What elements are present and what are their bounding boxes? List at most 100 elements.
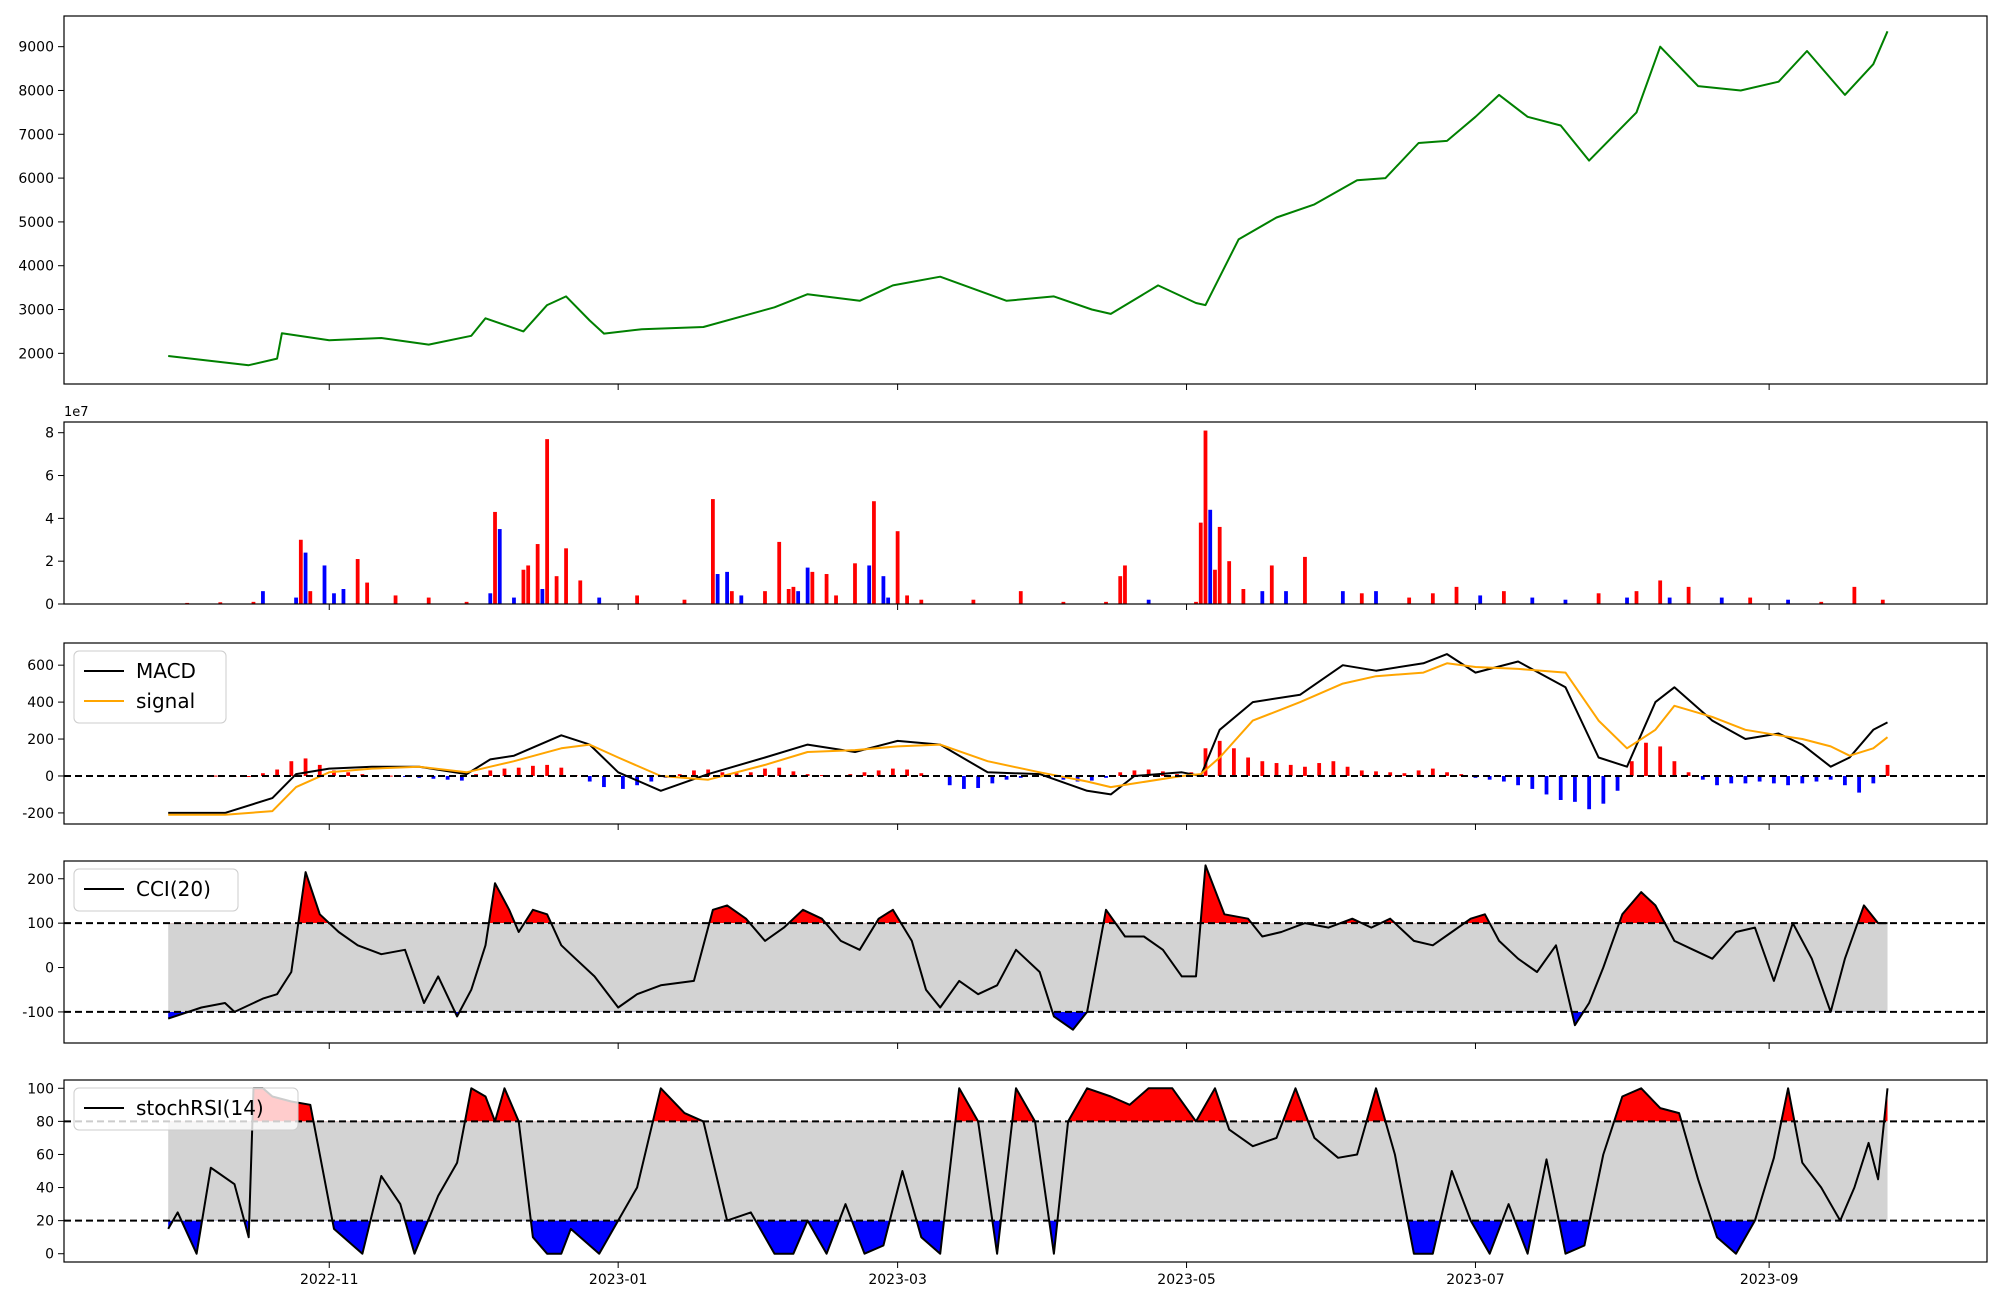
macd-histogram-bar	[791, 771, 796, 776]
legend-label: signal	[136, 689, 195, 713]
macd-histogram-bar	[1686, 772, 1691, 776]
macd-histogram-bar	[1743, 775, 1748, 784]
y-tick-label: 4	[45, 511, 54, 527]
macd-histogram-bar	[1658, 746, 1663, 776]
volume-bar	[526, 565, 531, 604]
volume-bar	[1194, 601, 1198, 604]
macd-histogram-bar	[706, 769, 711, 776]
macd-histogram-bar	[1516, 775, 1520, 786]
y-tick-label: 0	[45, 961, 54, 977]
volume-bar	[867, 565, 872, 604]
legend-label: stochRSI(14)	[136, 1096, 264, 1120]
volume-bar	[1123, 565, 1127, 604]
y-tick-label: -200	[22, 806, 54, 822]
x-tick-label: 2022-11	[300, 1272, 359, 1288]
macd-histogram-bar	[1715, 775, 1719, 786]
volume-bar	[881, 576, 886, 604]
volume-bar	[834, 595, 838, 604]
volume-bar	[796, 591, 801, 604]
volume-bar	[1478, 595, 1483, 604]
volume-bar	[1146, 599, 1151, 604]
panel-content	[168, 653, 1890, 816]
legend-box	[73, 868, 239, 912]
macd-histogram-bar	[1757, 775, 1762, 782]
volume-bar	[725, 571, 729, 604]
volume-bar	[777, 541, 782, 604]
axes-frame	[63, 860, 1988, 1044]
macd-histogram-bar	[890, 768, 895, 776]
y-tick-label: 3000	[18, 303, 54, 319]
volume-bar	[564, 548, 568, 604]
y-tick-label: 200	[27, 872, 54, 888]
macd-histogram-bar	[1303, 766, 1307, 776]
macd-histogram-bar	[876, 770, 881, 776]
volume-bar	[1359, 593, 1364, 604]
volume-bar	[1454, 586, 1459, 604]
volume-bar	[1786, 599, 1790, 604]
volume-bar	[308, 591, 313, 604]
volume-bar	[218, 602, 223, 604]
macd-histogram-bar	[1430, 768, 1435, 776]
volume-bar	[1340, 591, 1345, 604]
volume-bar	[332, 593, 336, 604]
volume-bar	[464, 601, 469, 604]
volume-bar	[493, 511, 497, 604]
macd-histogram-bar	[1359, 770, 1364, 776]
macd-histogram-bar	[1104, 775, 1108, 778]
volume-bar	[715, 574, 720, 604]
macd-histogram-bar	[1317, 763, 1322, 776]
volume-bar	[1530, 597, 1535, 604]
y-tick-label: 5000	[18, 215, 54, 231]
y-tick-label: 40	[36, 1181, 54, 1197]
volume-bar	[1719, 597, 1724, 604]
volume-bar	[971, 599, 976, 604]
panel-content	[168, 30, 1889, 367]
panel-macd: -200 0 200 400 600 MACD signal	[22, 642, 1988, 830]
oversold-fill	[168, 1220, 1888, 1254]
volume-bar	[1241, 589, 1246, 604]
macd-histogram-bar	[1089, 775, 1094, 781]
macd-histogram-bar	[275, 769, 280, 776]
volume-bar	[298, 539, 303, 604]
volume-bar	[261, 591, 265, 604]
volume-bar	[1658, 580, 1663, 604]
volume-bar	[393, 595, 398, 604]
macd-histogram-bar	[962, 775, 966, 789]
macd-histogram-bar	[531, 765, 535, 776]
volume-bar	[1634, 591, 1639, 604]
volume-bar	[635, 595, 640, 604]
macd-histogram-bar	[1416, 770, 1421, 776]
y-tick-label: 0	[45, 1247, 54, 1263]
y-tick-label: 2	[45, 554, 54, 570]
macd-histogram-bar	[332, 770, 336, 776]
macd-histogram-bar	[289, 761, 294, 776]
series-line-macd	[168, 653, 1888, 814]
y-tick-label: 100	[27, 916, 54, 932]
axes-frame	[63, 1079, 1988, 1263]
volume-bar	[1596, 593, 1601, 604]
x-tick-label: 2023-07	[1446, 1272, 1505, 1288]
volume-bar	[1819, 601, 1824, 604]
volume-bar	[294, 597, 298, 604]
macd-histogram-bar	[720, 772, 725, 776]
macd-histogram-bar	[1700, 775, 1705, 780]
macd-histogram-bar	[1501, 775, 1506, 782]
macd-histogram-bar	[559, 767, 564, 776]
volume-bar	[682, 599, 687, 604]
neutral-band	[168, 923, 1888, 1012]
macd-histogram-bar	[246, 775, 251, 777]
volume-bar	[791, 586, 796, 604]
y-tick-label: 6	[45, 469, 54, 485]
y-tick-label: 0	[45, 597, 54, 613]
macd-histogram-bar	[1629, 761, 1634, 776]
volume-bar	[1213, 569, 1217, 604]
volume-bar	[355, 559, 360, 604]
macd-histogram-bar	[1274, 763, 1279, 776]
macd-histogram-bar	[1388, 772, 1393, 776]
y-tick-label: 20	[36, 1214, 54, 1230]
macd-histogram-bar	[1288, 764, 1293, 776]
panel-content	[167, 864, 1888, 1031]
macd-histogram-bar	[388, 775, 393, 777]
macd-histogram-bar	[1857, 775, 1862, 793]
volume-bar	[597, 597, 602, 604]
